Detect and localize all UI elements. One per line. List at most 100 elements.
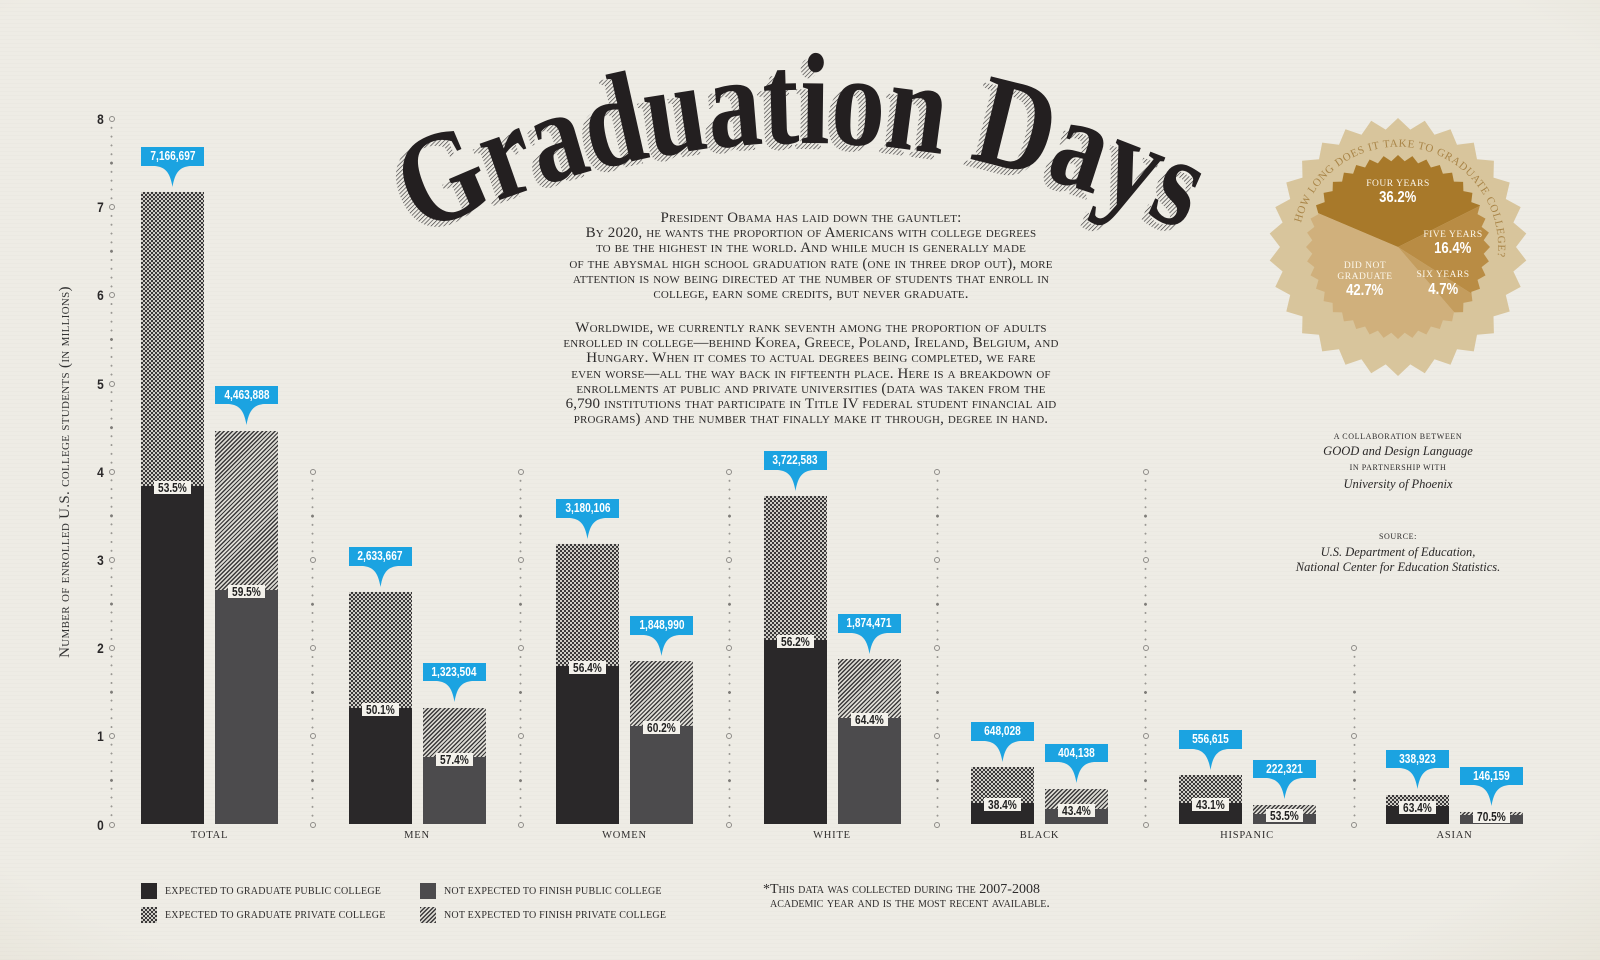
callout-pointer-icon [1192, 748, 1228, 770]
legend-item-expected-public: EXPECTED TO GRADUATE PUBLIC COLLEGE [141, 882, 381, 900]
footnote-line: academic year and is the most recent ava… [770, 896, 1050, 911]
callout-value-box: 338,923 [1386, 749, 1449, 769]
group-divider-marker [517, 821, 524, 828]
collaboration-label: A COLLABORATION BETWEEN [1333, 432, 1463, 441]
y-axis-tick-marker [108, 556, 115, 563]
public-share-value: 43.4% [1062, 803, 1091, 819]
total-callout: 222,321 [1252, 759, 1316, 801]
group-divider-marker [726, 556, 733, 563]
public-college-segment[interactable] [215, 590, 278, 825]
category-label: ASIAN [1436, 830, 1473, 841]
public-college-segment[interactable] [348, 708, 412, 825]
private-college-segment[interactable] [141, 192, 204, 487]
group-divider-marker [934, 468, 941, 475]
intro-line: of the abysmal high school graduation ra… [569, 255, 1053, 272]
not-expected-to-finish-bar[interactable] [837, 659, 901, 825]
pie-value-did-not-graduate-text: 42.7% [1346, 282, 1384, 299]
total-callout: 648,028 [971, 722, 1034, 763]
private-college-segment[interactable] [556, 544, 619, 667]
private-college-segment[interactable] [1386, 794, 1449, 806]
callout-value-box: 1,874,471 [837, 614, 901, 633]
public-college-segment[interactable] [422, 757, 486, 825]
public-college-segment[interactable] [837, 718, 901, 825]
intro-line: enrollments at public and private univer… [576, 380, 1046, 397]
group-divider-marker [1142, 733, 1149, 740]
public-share-value: 63.4% [1403, 799, 1432, 815]
pie-value-five-years-text: 16.4% [1434, 240, 1472, 257]
callout-pointer-icon [851, 632, 887, 654]
callout-value: 146,159 [1473, 767, 1510, 783]
callout-value: 648,028 [984, 723, 1021, 739]
callout-pointer-icon [1059, 762, 1094, 784]
callout-value-box: 1,323,504 [422, 662, 486, 682]
total-callout: 4,463,888 [215, 385, 278, 427]
pie-value-six-years-text: 4.7% [1428, 281, 1458, 298]
expected-to-graduate-bar[interactable] [141, 192, 204, 825]
y-axis-tick-label: 0 [70, 816, 104, 834]
public-share-label: 56.2% [776, 634, 814, 648]
public-share-value: 60.2% [647, 720, 676, 736]
not-expected-to-finish-bar[interactable] [630, 661, 693, 825]
public-share-value: 64.4% [854, 712, 884, 728]
source-line: U.S. Department of Education, [1320, 545, 1476, 559]
private-college-segment[interactable] [348, 592, 412, 709]
category-label: WOMEN [602, 830, 647, 841]
expected-to-graduate-bar[interactable] [556, 544, 619, 825]
expected-to-graduate-bar[interactable] [348, 592, 412, 825]
category-label: TOTAL [190, 830, 229, 841]
callout-pointer-icon [644, 634, 679, 656]
public-share-value: 56.4% [573, 660, 602, 676]
y-axis-tick-text: 0 [97, 816, 104, 833]
pie-label-five-years: FIVE YEARS [1423, 230, 1483, 240]
intro-line: attention is now being directed at the n… [572, 270, 1050, 287]
legend-swatch-expected-private [141, 907, 157, 923]
not-expected-to-finish-bar[interactable] [215, 430, 278, 825]
private-college-segment[interactable] [215, 430, 278, 591]
y-axis-tick-text: 5 [97, 375, 104, 392]
callout-value: 4,463,888 [223, 386, 270, 402]
legend-swatch-not-expected-public [420, 883, 436, 899]
group-divider-marker [517, 556, 524, 563]
category-label: BLACK [1019, 830, 1060, 841]
legend-label: EXPECTED TO GRADUATE PRIVATE COLLEGE [165, 909, 386, 921]
public-share-value: 70.5% [1477, 809, 1506, 824]
legend-label: NOT EXPECTED TO FINISH PRIVATE COLLEGE [444, 909, 667, 921]
public-share-label: 59.5% [228, 584, 265, 600]
callout-value: 2,633,667 [357, 548, 403, 564]
callout-pointer-icon [1474, 785, 1509, 807]
expected-to-graduate-bar[interactable] [763, 496, 827, 825]
private-college-segment[interactable] [971, 767, 1034, 803]
public-college-segment[interactable] [763, 639, 827, 825]
legend-item-expected-private: EXPECTED TO GRADUATE PRIVATE COLLEGE [141, 906, 386, 924]
public-share-value: 53.5% [158, 480, 187, 496]
callout-pointer-icon [1266, 778, 1302, 800]
y-axis-tick-marker [108, 645, 115, 652]
pie-value-four-years: 36.2% [1358, 189, 1438, 207]
category-label: WHITE [813, 830, 851, 841]
total-callout: 1,874,471 [837, 614, 901, 655]
public-college-segment[interactable] [141, 486, 204, 825]
callout-pointer-icon [777, 469, 813, 491]
public-share-label: 53.5% [1265, 809, 1303, 822]
group-divider-marker [1142, 645, 1149, 652]
private-college-segment[interactable] [422, 707, 486, 758]
private-college-segment[interactable] [1045, 788, 1108, 810]
not-expected-to-finish-bar[interactable] [422, 707, 486, 825]
private-college-segment[interactable] [837, 659, 901, 719]
total-callout: 556,615 [1178, 730, 1242, 771]
callout-value: 556,615 [1191, 731, 1229, 747]
private-college-segment[interactable] [630, 661, 693, 727]
public-share-value: 59.5% [232, 584, 261, 600]
public-college-segment[interactable] [556, 666, 619, 825]
public-college-segment[interactable] [630, 726, 693, 825]
callout-pointer-icon [362, 565, 398, 587]
intro-line: Hungary. When it comes to actual degrees… [586, 350, 1036, 367]
public-share-label: 38.4% [984, 797, 1021, 811]
y-axis-tick-marker [108, 380, 115, 387]
y-axis-tick-marker [108, 204, 115, 211]
callout-value-box: 2,633,667 [348, 547, 412, 566]
total-callout: 404,138 [1045, 743, 1108, 785]
private-college-segment[interactable] [763, 496, 827, 640]
total-callout: 1,323,504 [422, 662, 486, 704]
callout-pointer-icon [570, 517, 605, 539]
